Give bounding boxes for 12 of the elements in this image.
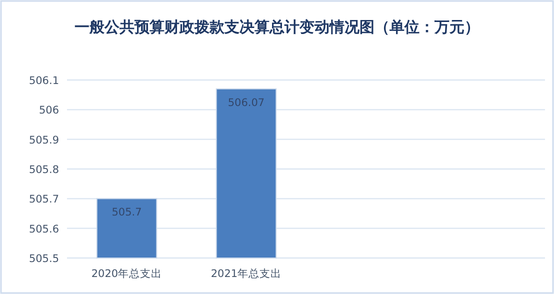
- y-tick-label: 505.7: [28, 194, 59, 206]
- y-tick-label: 506.1: [28, 75, 59, 87]
- chart-title: 一般公共预算财政拨款支决算总计变动情况图（单位：万元）: [74, 18, 480, 36]
- x-tick-label: 2021年总支出: [210, 267, 282, 280]
- data-label: 505.7: [112, 206, 142, 219]
- data-label: 506.07: [228, 96, 265, 109]
- x-tick-label: 2020年总支出: [91, 267, 162, 280]
- y-tick-label: 505.8: [28, 164, 59, 176]
- y-tick-label: 505.6: [28, 223, 60, 236]
- y-tick-label: 505.5: [28, 253, 59, 265]
- y-tick-label: 505.9: [28, 134, 59, 146]
- y-tick-label: 506: [38, 104, 60, 117]
